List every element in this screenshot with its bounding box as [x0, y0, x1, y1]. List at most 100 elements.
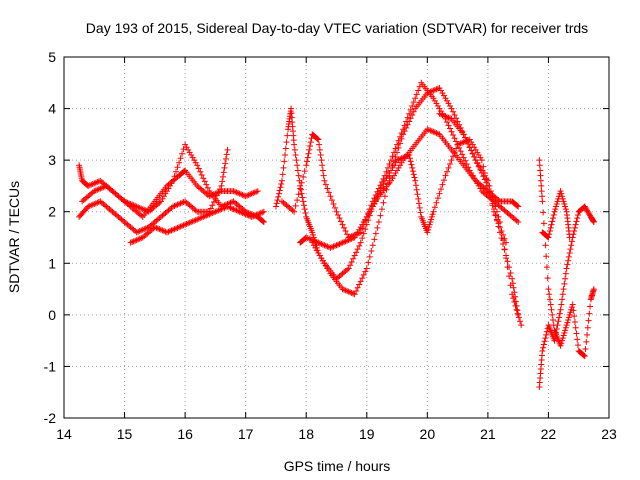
data-point	[351, 252, 358, 259]
data-point	[448, 128, 455, 135]
data-point	[549, 218, 556, 225]
data-point	[341, 224, 348, 231]
y-axis-label: SDTVAR / TECUs	[6, 181, 22, 293]
data-point	[408, 161, 415, 168]
data-point	[218, 182, 225, 189]
data-point	[410, 99, 417, 106]
data-point	[409, 102, 416, 109]
data-point	[283, 139, 290, 146]
data-point	[544, 275, 551, 282]
data-point	[319, 167, 326, 174]
data-point	[559, 195, 566, 202]
data-point	[303, 158, 310, 165]
data-point	[297, 185, 304, 192]
data-point	[463, 137, 470, 144]
data-point	[501, 235, 508, 242]
data-point	[574, 211, 581, 218]
data-point	[356, 242, 363, 249]
data-point	[280, 164, 287, 171]
data-point	[260, 218, 267, 225]
data-point	[557, 306, 564, 313]
data-point	[282, 151, 289, 158]
data-point	[433, 199, 440, 206]
data-point	[583, 338, 590, 345]
data-point	[428, 213, 435, 220]
data-point	[407, 115, 414, 122]
data-point	[565, 253, 572, 260]
data-point	[304, 154, 311, 161]
data-point	[307, 142, 314, 149]
series-arc-4	[127, 203, 267, 246]
data-point	[573, 218, 580, 225]
data-point	[416, 200, 423, 207]
data-point	[200, 175, 207, 182]
data-point	[460, 154, 467, 161]
y-tick-label: -2	[44, 410, 57, 426]
y-tick-labels: -2 -1 0 1 2 3 4 5	[44, 49, 57, 426]
y-tick-label: 1	[48, 255, 56, 271]
data-point	[515, 219, 522, 226]
data-point	[327, 193, 334, 200]
data-point	[567, 246, 574, 253]
data-point	[507, 269, 514, 276]
data-point	[357, 278, 364, 285]
data-point	[359, 235, 366, 242]
data-point	[440, 177, 447, 184]
data-point	[512, 302, 519, 309]
data-point	[357, 239, 364, 246]
data-point	[590, 219, 597, 226]
data-point	[447, 125, 454, 132]
data-point	[468, 147, 475, 154]
data-point	[551, 208, 558, 215]
data-point	[509, 275, 516, 282]
data-point	[407, 106, 414, 113]
data-point	[388, 157, 394, 164]
data-point	[410, 108, 417, 115]
data-point	[295, 172, 302, 179]
data-point	[368, 208, 375, 215]
data-point	[426, 221, 433, 228]
data-point	[292, 151, 299, 158]
data-point	[558, 340, 565, 347]
data-point	[558, 190, 565, 197]
data-point	[295, 191, 302, 198]
data-point	[221, 164, 228, 171]
data-point	[565, 257, 572, 264]
data-point	[354, 284, 361, 291]
data-point	[573, 330, 580, 337]
data-point	[448, 105, 455, 112]
data-point	[360, 271, 367, 278]
data-point	[511, 298, 518, 305]
data-point	[412, 177, 419, 184]
data-point	[500, 237, 507, 244]
data-point	[572, 221, 579, 228]
data-point	[445, 164, 452, 171]
data-point	[219, 178, 226, 185]
data-point	[560, 332, 567, 339]
data-point	[539, 347, 546, 354]
data-point	[503, 239, 510, 246]
data-point	[545, 234, 552, 241]
data-point	[563, 322, 570, 329]
data-point	[315, 136, 322, 143]
data-point	[513, 306, 520, 313]
series-arc-8	[309, 136, 510, 282]
data-point	[300, 198, 307, 205]
data-point	[558, 301, 565, 308]
data-point	[565, 314, 572, 321]
data-point	[538, 182, 545, 189]
data-point	[495, 213, 502, 220]
data-point	[303, 162, 310, 169]
data-point	[574, 336, 581, 343]
data-point	[413, 91, 420, 98]
data-point	[380, 199, 387, 206]
data-point	[540, 220, 547, 227]
data-point	[450, 132, 457, 139]
chart-title: Day 193 of 2015, Sidereal Day-to-day VTE…	[86, 20, 588, 36]
data-point	[365, 217, 372, 224]
data-point	[431, 204, 438, 211]
data-point	[498, 228, 505, 235]
data-point	[294, 167, 301, 174]
data-point	[562, 206, 569, 213]
data-point	[403, 118, 410, 125]
